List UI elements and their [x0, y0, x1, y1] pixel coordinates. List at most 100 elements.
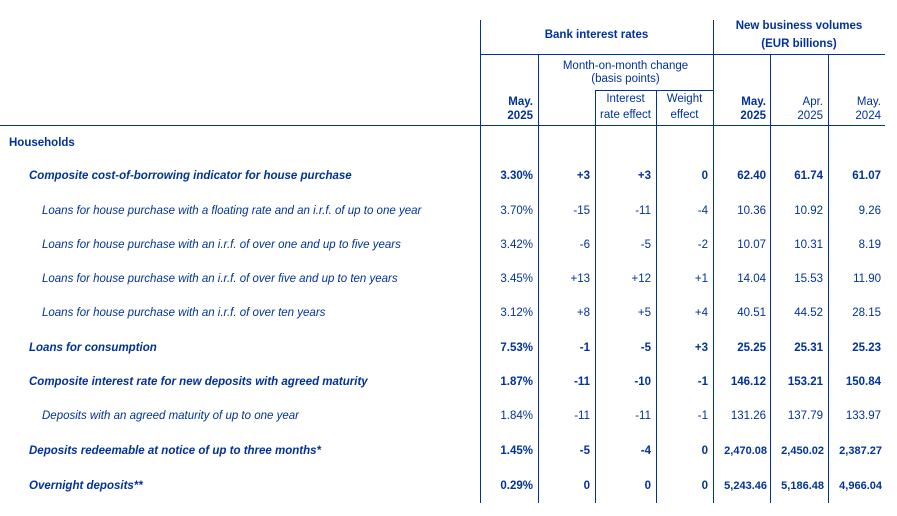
cell-vol3: 8.19	[858, 239, 881, 251]
cell-ir-effect: -5	[640, 239, 651, 251]
row-label: Loans for house purchase with a floating…	[42, 205, 422, 217]
cell-ir-effect: 0	[644, 480, 651, 492]
cell-vol3: 9.26	[858, 205, 881, 217]
header-mom-unit: (basis points)	[591, 73, 660, 85]
cell-vol3: 61.07	[852, 170, 881, 182]
table-row: Deposits redeemable at notice of up to t…	[0, 445, 897, 459]
cell-vol3: 11.90	[853, 273, 881, 285]
cell-mom: -6	[579, 239, 590, 251]
table-row: Loans for house purchase with an i.r.f. …	[0, 239, 897, 253]
cell-mom: -11	[574, 376, 590, 388]
cell-vol3: 150.84	[845, 376, 881, 388]
cell-vol3: 133.97	[845, 410, 881, 422]
header-vol2-period-1: Apr.	[802, 96, 823, 108]
table-row: Composite interest rate for new deposits…	[0, 376, 897, 390]
cell-vol2: 61.74	[794, 170, 823, 182]
header-weight-effect-1: Weight	[666, 93, 703, 105]
table-row: Loans for house purchase with an i.r.f. …	[0, 273, 897, 287]
cell-vol2: 5,186.48	[781, 480, 824, 492]
header-vol1-period-2: 2025	[740, 110, 766, 122]
cell-w-effect: +3	[694, 342, 708, 354]
cell-w-effect: -1	[697, 376, 708, 388]
cell-vol1: 14.04	[737, 273, 766, 285]
cell-vol2: 10.92	[794, 205, 823, 217]
cell-rate: 7.53%	[500, 342, 533, 354]
header-bank-interest-rates: Bank interest rates	[544, 29, 649, 41]
cell-vol1: 62.40	[737, 170, 766, 182]
row-label: Loans for house purchase with an i.r.f. …	[42, 239, 401, 251]
cell-mom: +3	[576, 170, 590, 182]
cell-vol1: 146.12	[730, 376, 766, 388]
cell-w-effect: -4	[697, 205, 708, 217]
table-row: Loans for consumption 7.53% -1 -5 +3 25.…	[0, 342, 897, 356]
rule-h-mom	[595, 90, 713, 91]
table-row: Composite cost-of-borrowing indicator fo…	[0, 170, 897, 184]
cell-vol1: 131.26	[730, 410, 766, 422]
cell-ir-effect: +5	[637, 307, 651, 319]
cell-vol1: 40.51	[737, 307, 766, 319]
rule-v-interest-left	[595, 90, 596, 503]
cell-rate: 3.70%	[500, 205, 533, 217]
cell-w-effect: -1	[697, 410, 708, 422]
cell-vol3: 28.15	[852, 307, 881, 319]
rule-v-vol1-right	[770, 54, 771, 503]
cell-mom: +13	[570, 273, 590, 285]
cell-ir-effect: -10	[634, 376, 651, 388]
table-row: Deposits with an agreed maturity of up t…	[0, 410, 897, 424]
section-title-households: Households	[9, 137, 75, 149]
cell-vol2: 15.53	[794, 273, 823, 285]
row-label: Loans for house purchase with an i.r.f. …	[42, 273, 398, 285]
row-label: Loans for house purchase with an i.r.f. …	[42, 307, 326, 319]
table-row: Loans for house purchase with an i.r.f. …	[0, 307, 897, 321]
cell-mom: -1	[579, 342, 590, 354]
header-volumes-unit: (EUR billions)	[761, 38, 837, 50]
header-mom-change: Month-on-month change	[562, 60, 689, 72]
header-vol3-period-2: 2024	[855, 110, 881, 122]
cell-vol3: 4,966.04	[839, 480, 882, 492]
cell-rate: 3.45%	[500, 273, 533, 285]
cell-vol3: 25.23	[852, 342, 881, 354]
cell-vol2: 44.52	[794, 307, 823, 319]
cell-rate: 1.87%	[500, 376, 533, 388]
table-row: Overnight deposits** 0.29% 0 0 0 5,243.4…	[0, 480, 897, 494]
cell-rate: 0.29%	[500, 480, 533, 492]
row-label: Deposits with an agreed maturity of up t…	[42, 410, 299, 422]
cell-mom: 0	[583, 480, 590, 492]
cell-ir-effect: +12	[631, 273, 651, 285]
cell-vol2: 10.31	[794, 239, 823, 251]
rule-v-rates-left	[480, 20, 481, 503]
row-label: Overnight deposits**	[29, 480, 143, 492]
header-new-business-volumes: New business volumes	[735, 20, 863, 32]
cell-vol1: 5,243.46	[724, 480, 767, 492]
cell-mom: -15	[573, 205, 590, 217]
cell-mom: +8	[576, 307, 590, 319]
cell-vol1: 10.36	[737, 205, 766, 217]
cell-ir-effect: -5	[640, 342, 651, 354]
cell-w-effect: -2	[697, 239, 708, 251]
cell-mom: -5	[579, 445, 590, 457]
header-interest-rate-effect-2: rate effect	[600, 109, 651, 121]
cell-vol2: 2,450.02	[781, 445, 824, 457]
cell-w-effect: +1	[694, 273, 708, 285]
cell-ir-effect: -11	[635, 410, 651, 422]
header-interest-rate-effect-1: Interest	[606, 93, 645, 105]
cell-w-effect: 0	[701, 170, 708, 182]
row-label: Composite cost-of-borrowing indicator fo…	[29, 170, 352, 182]
row-label: Composite interest rate for new deposits…	[29, 376, 368, 388]
rule-v-vol2-right	[828, 54, 829, 503]
cell-rate: 3.42%	[500, 239, 533, 251]
cell-vol2: 153.21	[787, 376, 823, 388]
cell-vol1: 10.07	[737, 239, 766, 251]
rule-v-rate-col-right	[538, 54, 539, 503]
cell-vol2: 137.79	[787, 410, 823, 422]
row-label: Deposits redeemable at notice of up to t…	[29, 445, 322, 457]
cell-vol3: 2,387.27	[839, 445, 882, 457]
cell-w-effect: +4	[694, 307, 708, 319]
header-rate-period-1: May.	[508, 96, 533, 108]
cell-rate: 1.45%	[500, 445, 533, 457]
row-label: Loans for consumption	[29, 342, 157, 354]
cell-rate: 3.30%	[500, 170, 533, 182]
cell-ir-effect: -11	[635, 205, 651, 217]
rule-h-group	[480, 54, 885, 55]
rule-v-weight-left	[656, 90, 657, 503]
